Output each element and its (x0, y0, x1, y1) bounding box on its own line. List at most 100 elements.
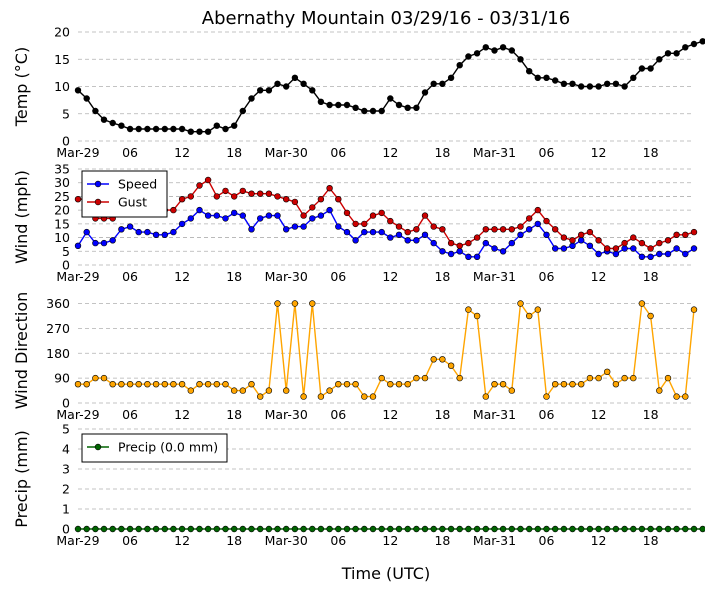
wind-speed-point (517, 231, 524, 239)
precip-precip-point (482, 525, 489, 533)
precip-precip-point (612, 525, 620, 533)
dir-series0-point (152, 381, 160, 388)
dir-series0-line (78, 301, 695, 399)
precip-precip-point (326, 525, 333, 533)
dir-series0-point (465, 306, 472, 313)
dir-series0-point (335, 381, 342, 388)
temp-series0-point (317, 98, 325, 106)
temp-series0-point (204, 128, 212, 135)
dir-series0-point (170, 381, 177, 388)
precip-precip-point (222, 525, 229, 533)
wind-speed-point (309, 215, 316, 222)
temp-series0-point (196, 128, 203, 135)
wind-gust-point (361, 220, 368, 228)
temp-series0-point (309, 87, 316, 94)
wind-speed-point (421, 231, 429, 239)
wind-speed-point (447, 250, 455, 258)
dir-series0-point (74, 381, 82, 388)
precip-precip-point (439, 525, 446, 533)
precip-precip-point (144, 525, 151, 533)
wind-legend-marker (94, 198, 102, 206)
dir-series0-point (352, 381, 359, 388)
temp-x-tick-label: 12 (591, 145, 607, 160)
dir-series0-point (283, 387, 290, 394)
dir-series0-point (109, 381, 116, 388)
wind-gust-point (603, 245, 611, 252)
wind-gust-point (335, 196, 342, 203)
dir-series0-point (603, 368, 611, 375)
precip-precip-point (404, 525, 411, 533)
temp-series0-point (517, 56, 524, 63)
wind-speed-point (239, 212, 247, 219)
precip-precip-point (352, 525, 359, 533)
temp-series0-point (109, 119, 116, 127)
dir-series0-point (664, 374, 672, 382)
wind-speed-point (430, 239, 437, 247)
wind-speed-point (595, 250, 602, 258)
wind-gust-point (352, 220, 359, 228)
precip-x-tick-label: 12 (591, 533, 607, 548)
temp-series0-point (152, 125, 160, 133)
temp-series0-point (682, 44, 689, 51)
precip-precip-point (196, 525, 203, 533)
wind-speed-point (413, 237, 420, 244)
dir-series0-point (621, 374, 628, 382)
dir-series0-point (300, 393, 307, 400)
temp-series0-point (387, 95, 394, 102)
dir-series0-point (257, 393, 264, 400)
wind-speed-point (178, 220, 186, 228)
dir-series0-point (517, 300, 524, 307)
wind-x-tick-label: 18 (226, 269, 242, 284)
wind-gust-point (569, 237, 576, 244)
wind-gust-point (291, 198, 299, 206)
dir-series0-point (231, 387, 238, 394)
dir-series0-point (534, 306, 541, 313)
precip-precip-point (187, 525, 195, 533)
precip-precip-point (213, 525, 221, 533)
dir-series0-point (135, 381, 142, 388)
temp-series0-point (239, 107, 247, 115)
dir-x-tick-label: 18 (434, 407, 450, 422)
wind-speed-point (92, 239, 99, 247)
wind-speed-point (638, 253, 646, 260)
precip-x-tick-label: 18 (226, 533, 242, 548)
precip-precip-point (239, 525, 247, 533)
precip-y-tick-label: 5 (62, 422, 70, 437)
chart-title: Abernathy Mountain 03/29/16 - 03/31/16 (202, 8, 570, 29)
wind-speed-point (630, 245, 637, 252)
wind-gust-point (222, 187, 229, 195)
temp-series0-point (170, 125, 177, 133)
dir-series0-point (404, 381, 411, 388)
dir-series0-point (291, 300, 299, 307)
wind-speed-point (673, 245, 680, 252)
wind-speed-point (577, 237, 585, 244)
dir-x-tick-label: 18 (226, 407, 242, 422)
wind-speed-point (395, 231, 403, 239)
wind-gust-point (551, 226, 559, 233)
temp-series0-point (430, 80, 437, 88)
wind-speed-point (248, 226, 255, 233)
wind-speed-point (586, 242, 594, 250)
precip-precip-point (499, 525, 507, 533)
wind-gust-point (178, 196, 186, 203)
dir-series0-point (213, 381, 221, 388)
precip-precip-point (430, 525, 437, 533)
wind-speed-point (508, 239, 515, 247)
wind-speed-point (473, 253, 481, 260)
temp-series0-point (291, 74, 299, 82)
temp-series0-point (74, 87, 82, 94)
wind-y-tick-label: 20 (54, 203, 70, 218)
wind-speed-point (647, 253, 654, 260)
precip-precip-point (551, 525, 559, 533)
precip-precip-point (74, 525, 82, 533)
dir-series0-point (83, 381, 90, 388)
temp-series0-point (178, 125, 186, 133)
precip-precip-point (421, 525, 429, 533)
wind-gust-point (508, 226, 515, 233)
wind-speed-point (231, 209, 238, 217)
temp-series0-point (690, 40, 698, 48)
wind-speed-point (551, 245, 559, 252)
temp-series0-point (144, 125, 151, 133)
dir-series0-point (690, 306, 698, 313)
